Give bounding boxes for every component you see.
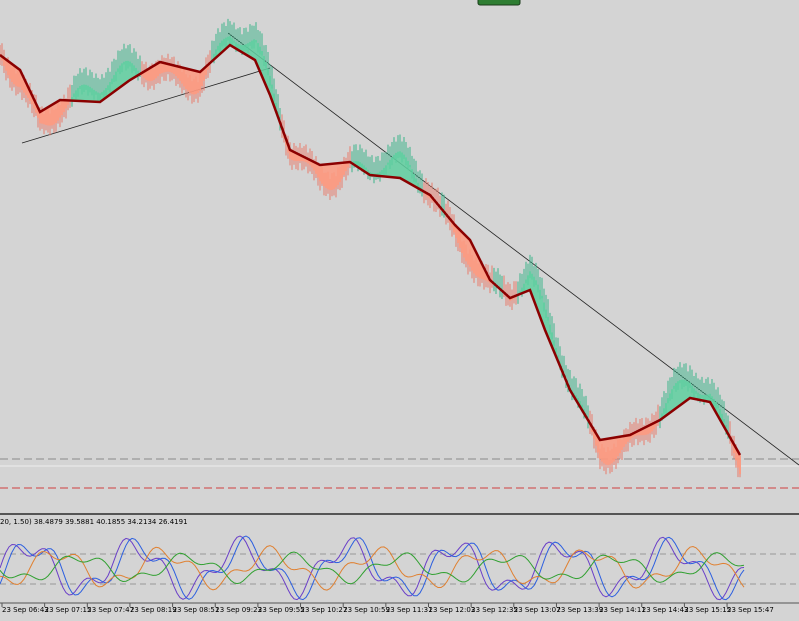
time-label: 23 Sep 15:47 <box>727 606 774 614</box>
time-label: 23 Sep 11:31 <box>386 606 433 614</box>
time-label: 23 Sep 15:15 <box>684 606 731 614</box>
price-window <box>0 18 799 489</box>
oscillator-line <box>0 535 745 601</box>
indicator-header: 20, 1.50) 38.4879 39.5881 40.1855 34.213… <box>0 518 188 526</box>
time-label: 23 Sep 09:23 <box>215 606 262 614</box>
time-label: 23 Sep 12:35 <box>471 606 518 614</box>
time-label: 23 Sep 09:55 <box>258 606 305 614</box>
oscillator-line <box>0 535 745 601</box>
time-label: 23 Sep 14:11 <box>599 606 646 614</box>
time-label: 23 Sep 10:27 <box>301 606 348 614</box>
time-label: 23 Sep 08:19 <box>130 606 177 614</box>
time-label: 23 Sep 06:43 <box>2 606 49 614</box>
time-label: 23 Sep 13:07 <box>514 606 561 614</box>
time-label: 23 Sep 07:47 <box>87 606 134 614</box>
time-label: 23 Sep 14:43 <box>642 606 689 614</box>
time-label: 23 Sep 13:39 <box>556 606 603 614</box>
indicator-window: 20, 1.50) 38.4879 39.5881 40.1855 34.213… <box>0 518 799 601</box>
auto-button[interactable] <box>477 0 521 6</box>
time-label: 23 Sep 12:03 <box>429 606 476 614</box>
trend-line <box>21 67 271 144</box>
moving-average <box>0 43 742 456</box>
time-label: 23 Sep 08:51 <box>173 606 220 614</box>
oscillator-line <box>0 545 745 591</box>
time-label: 23 Sep 07:15 <box>45 606 92 614</box>
oscillator-line <box>0 551 745 585</box>
time-label: 23 Sep 10:59 <box>343 606 390 614</box>
